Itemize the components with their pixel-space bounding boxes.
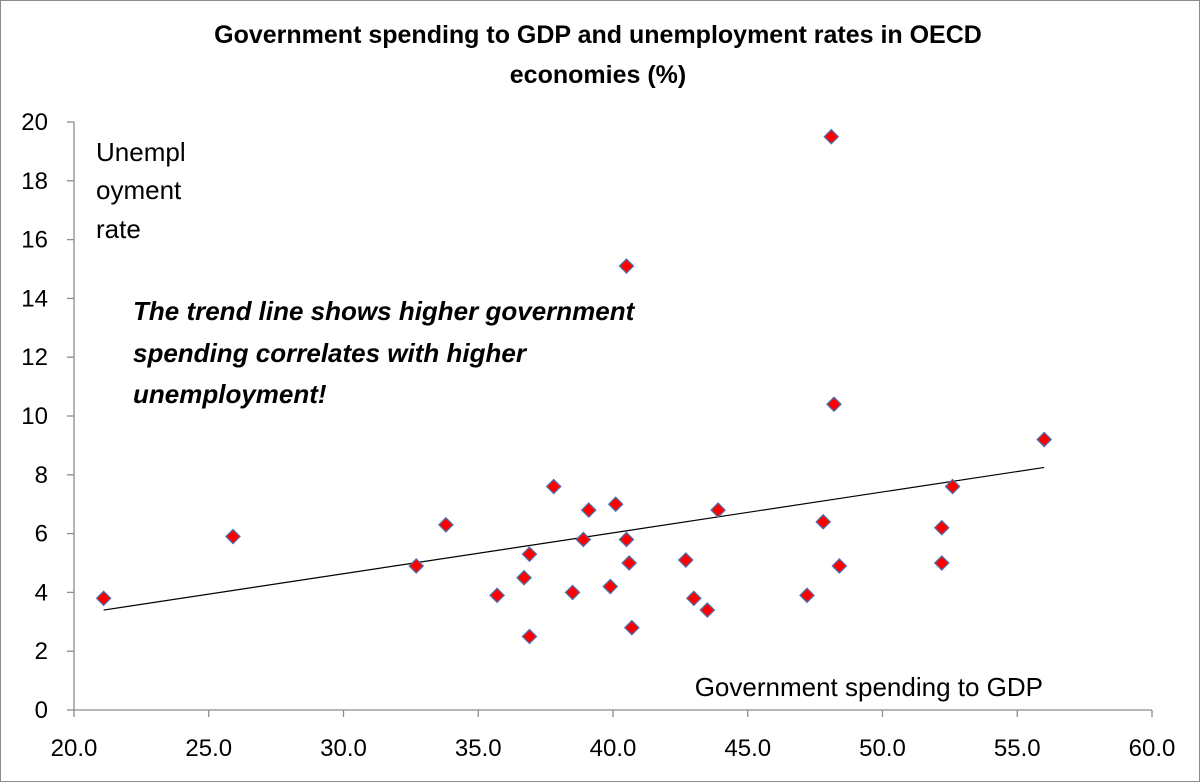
x-tick-label: 20.0 [51,735,98,762]
x-tick-label: 35.0 [455,735,502,762]
data-point [516,569,532,586]
y-tick-label: 2 [35,638,48,665]
annotation-line-3: unemployment! [133,379,327,409]
annotation-line-2: spending correlates with higher [133,338,528,368]
x-tick-label: 25.0 [185,735,232,762]
data-point [621,555,638,571]
data-point [602,578,619,595]
x-tick-label: 45.0 [724,735,771,762]
y-axis-label: Unempl oyment rate [96,137,186,244]
data-point [95,590,112,607]
x-tick-label: 40.0 [590,735,637,762]
data-point [521,628,538,645]
y-tick-label: 20 [21,109,48,136]
data-point [831,558,848,574]
data-point [1036,431,1053,448]
data-point [685,590,702,607]
y-tick-label: 6 [35,521,48,548]
y-tick-label: 0 [35,697,48,724]
trend-line-group [103,466,1045,611]
y-tick-label: 4 [35,579,48,606]
annotation: The trend line shows higher government s… [133,296,636,409]
data-point [823,128,840,145]
y-axis-label-line-2: oyment [96,175,182,205]
x-tick-label: 55.0 [994,735,1041,762]
annotation-line-1: The trend line shows higher government [133,296,636,326]
data-point [521,546,538,563]
trend-line [103,466,1045,611]
chart-title-line-1: Government spending to GDP and unemploym… [214,21,982,49]
data-point [826,396,842,413]
y-tick-label: 14 [21,285,48,312]
data-points [95,128,1053,645]
x-tick-label: 50.0 [859,735,906,762]
data-point [564,584,581,601]
y-axis-label-line-3: rate [96,214,141,244]
data-point [815,513,832,530]
data-point [618,531,635,548]
chart-title-line-2: economies (%) [510,61,686,89]
y-axis-label-line-1: Unempl [96,137,186,167]
y-tick-label: 16 [21,227,48,254]
data-point [944,478,961,495]
data-point [799,587,815,604]
data-point [437,516,454,533]
data-point [710,502,727,518]
y-tick-label: 8 [35,462,48,489]
data-point [575,531,592,548]
data-point [225,528,241,545]
data-point [489,587,506,604]
data-point [933,555,950,571]
data-point [607,496,624,513]
x-tick-label: 30.0 [320,735,367,762]
data-point [677,552,694,568]
axes: 0 2 4 6 8 10 12 14 16 18 20 20.0 25.0 30.0 35.0 40.0 45.… [21,109,1175,762]
data-point [618,258,635,274]
data-point [933,519,950,536]
data-point [699,602,716,618]
data-point [623,619,640,636]
y-tick-label: 18 [21,168,48,195]
data-point [408,558,425,574]
x-tick-label: 60.0 [1129,735,1176,762]
y-tick-label: 12 [21,344,48,371]
x-axis-label: Government spending to GDP [695,672,1043,702]
y-tick-label: 10 [21,403,48,430]
data-point [580,502,597,518]
data-point [545,478,562,495]
